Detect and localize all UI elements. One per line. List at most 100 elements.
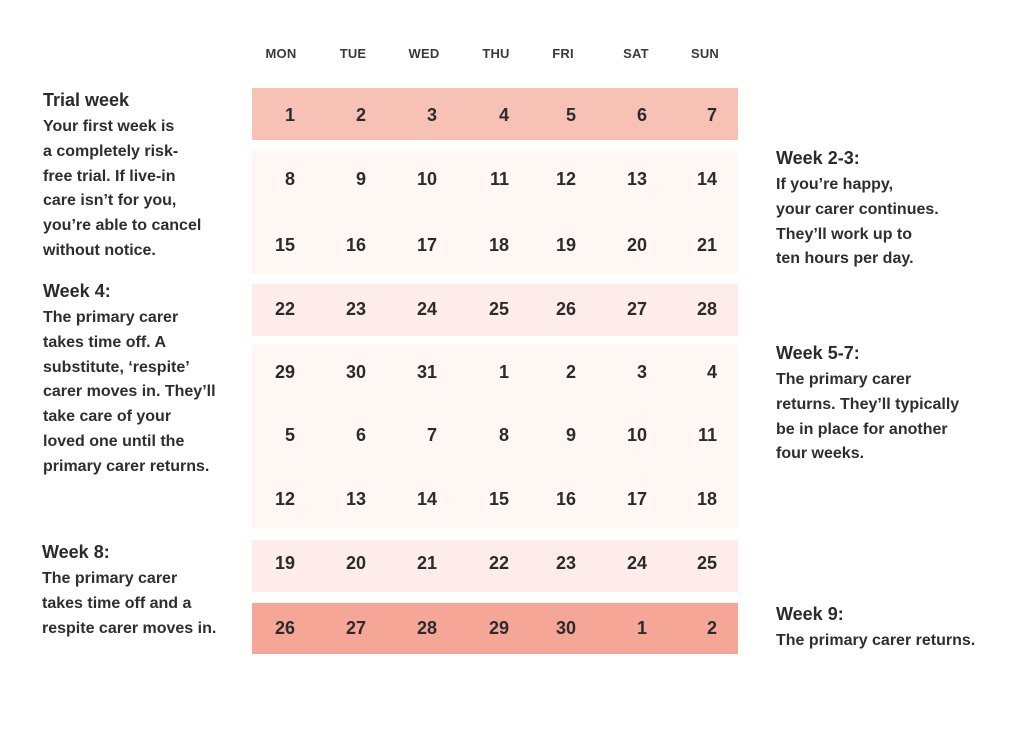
calendar-day: 30 [555, 618, 576, 638]
calendar-day: 20 [345, 553, 366, 573]
week-8-note: Week 8: The primary carer takes time off… [42, 541, 216, 641]
calendar-day: 6 [355, 425, 366, 445]
week-5-7-band [252, 344, 738, 528]
note-line: The primary carer returns. [776, 632, 976, 649]
calendar-day: 17 [416, 235, 437, 255]
calendar-day: 21 [696, 235, 717, 255]
note-line: primary carer returns. [43, 457, 210, 475]
note-line: you’re able to cancel [43, 217, 202, 235]
calendar-day: 7 [426, 425, 437, 445]
note-line: care isn’t for you, [43, 192, 177, 210]
calendar-day: 24 [416, 299, 437, 319]
calendar-day: 3 [636, 362, 647, 382]
note-line: The primary carer [42, 570, 178, 587]
calendar-day: 29 [274, 362, 295, 382]
note-title: Week 8: [42, 542, 110, 562]
calendar-day: 12 [555, 169, 576, 189]
trial-week-note: Trial week Your first week is a complete… [43, 89, 201, 264]
calendar-day: 17 [626, 489, 647, 509]
note-body: The primary carer takes time off. A subs… [43, 306, 216, 480]
calendar-day: 2 [706, 618, 717, 638]
note-line: takes time off. A [43, 333, 166, 351]
note-line: substitute, ‘respite’ [43, 358, 190, 376]
note-line: be in place for another [776, 420, 948, 438]
note-title: Week 5-7: [776, 343, 860, 363]
calendar-day: 3 [426, 105, 437, 125]
calendar-day: 25 [488, 299, 509, 319]
calendar-day: 30 [345, 362, 366, 382]
note-title: Week 4: [43, 281, 111, 301]
calendar-day: 19 [555, 235, 576, 255]
note-line: returns. They’ll typically [776, 395, 960, 413]
note-line: take care of your [43, 408, 172, 426]
calendar-day: 7 [706, 105, 717, 125]
calendar-day: 6 [636, 105, 647, 125]
note-line: free trial. If live-in [43, 167, 176, 185]
week-2-3-band [252, 150, 738, 274]
day-header: WED [408, 46, 440, 61]
note-line: If you’re happy, [776, 176, 894, 193]
calendar-day: 16 [345, 235, 366, 255]
week-4-note: Week 4: The primary carer takes time off… [43, 280, 216, 480]
calendar-day: 11 [697, 425, 717, 445]
calendar-day: 27 [626, 299, 647, 319]
note-line: The primary carer [43, 309, 179, 326]
calendar-day: 2 [565, 362, 576, 382]
calendar-day: 14 [696, 169, 717, 189]
calendar-day: 9 [565, 425, 576, 445]
calendar-day: 21 [416, 553, 437, 573]
calendar-day: 22 [274, 299, 295, 319]
day-header: FRI [552, 46, 574, 61]
calendar-day: 1 [498, 362, 509, 382]
calendar-day: 23 [555, 553, 576, 573]
note-line: carer moves in. They’ll [43, 383, 216, 401]
note-line: They’ll work up to [776, 225, 913, 243]
calendar-day: 26 [274, 618, 295, 638]
calendar-day: 13 [626, 169, 647, 189]
calendar-day: 4 [706, 362, 717, 382]
calendar-day: 13 [345, 489, 366, 509]
calendar-day: 9 [355, 169, 366, 189]
note-title: Week 2-3: [776, 148, 860, 168]
calendar-day: 11 [489, 169, 509, 189]
calendar-day: 8 [498, 425, 509, 445]
note-title: Trial week [43, 90, 130, 110]
week-2-3-note: Week 2-3: If you’re happy, your carer co… [776, 147, 939, 272]
week-8-band [252, 540, 738, 592]
calendar-day: 5 [284, 425, 295, 445]
calendar-day: 28 [416, 618, 437, 638]
calendar-day: 24 [626, 553, 647, 573]
calendar-day: 10 [626, 425, 647, 445]
day-header: MON [265, 46, 297, 61]
calendar-day: 5 [565, 105, 576, 125]
calendar-day: 8 [284, 169, 295, 189]
calendar-day: 23 [345, 299, 366, 319]
note-body: The primary carer returns. They’ll typic… [776, 368, 959, 467]
calendar-day: 20 [626, 235, 647, 255]
note-body: The primary carer takes time off and a r… [42, 567, 216, 641]
calendar-day: 10 [416, 169, 437, 189]
calendar-day: 28 [696, 299, 717, 319]
calendar-day: 18 [696, 489, 717, 509]
note-line: your carer continues. [776, 200, 939, 218]
day-header: SUN [690, 46, 720, 61]
calendar-day: 26 [555, 299, 576, 319]
note-line: loved one until the [43, 432, 185, 450]
note-body: The primary carer returns. [776, 629, 975, 654]
calendar-day: 1 [284, 105, 295, 125]
note-line: respite carer moves in. [42, 619, 217, 637]
calendar-day: 31 [416, 362, 437, 382]
calendar-day: 22 [488, 553, 509, 573]
calendar-day: 25 [696, 553, 717, 573]
calendar-day: 19 [274, 553, 295, 573]
note-line: The primary carer [776, 371, 912, 388]
calendar-day: 27 [345, 618, 366, 638]
week-9-band [252, 603, 738, 654]
note-line: Your first week is [43, 118, 175, 135]
week-5-7-note: Week 5-7: The primary carer returns. The… [776, 342, 959, 467]
calendar-day: 2 [355, 105, 366, 125]
day-header: THU [482, 46, 510, 61]
calendar-day: 4 [498, 105, 509, 125]
week-4-band [252, 284, 738, 336]
calendar-day: 12 [274, 489, 295, 509]
